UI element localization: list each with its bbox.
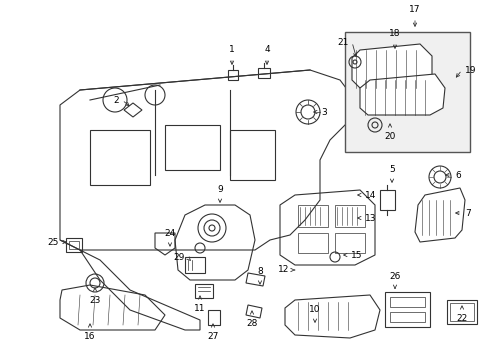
- Text: 13: 13: [364, 213, 376, 222]
- Bar: [164, 125, 220, 170]
- Text: 4: 4: [264, 45, 269, 54]
- Bar: [66, 238, 82, 252]
- Bar: [258, 68, 269, 78]
- Bar: [90, 130, 150, 185]
- Text: 27: 27: [207, 332, 218, 341]
- Text: 29: 29: [173, 253, 184, 262]
- Text: 21: 21: [337, 37, 348, 46]
- Text: 3: 3: [320, 108, 326, 117]
- Bar: [297, 233, 327, 253]
- Text: 1: 1: [229, 45, 234, 54]
- Bar: [195, 284, 213, 298]
- Text: 18: 18: [388, 29, 400, 38]
- Text: 19: 19: [464, 66, 475, 75]
- Text: 20: 20: [384, 132, 395, 141]
- Text: 12: 12: [277, 266, 288, 274]
- Polygon shape: [351, 44, 431, 88]
- Bar: [384, 292, 429, 327]
- Bar: [227, 70, 238, 80]
- Bar: [389, 297, 424, 307]
- Bar: [446, 300, 476, 324]
- Polygon shape: [359, 74, 444, 115]
- Text: 23: 23: [89, 296, 101, 305]
- Text: 6: 6: [454, 171, 460, 180]
- Text: 28: 28: [246, 319, 257, 328]
- Text: 17: 17: [408, 5, 420, 14]
- Text: 7: 7: [464, 208, 470, 217]
- Text: 14: 14: [364, 190, 376, 199]
- Bar: [184, 257, 204, 273]
- Text: 5: 5: [388, 165, 394, 174]
- Text: 25: 25: [47, 238, 59, 247]
- Text: 22: 22: [455, 314, 467, 323]
- Bar: [69, 241, 79, 249]
- Bar: [389, 312, 424, 322]
- Text: 9: 9: [217, 185, 223, 194]
- Bar: [229, 130, 274, 180]
- Text: 10: 10: [308, 305, 320, 314]
- Text: 24: 24: [164, 229, 175, 238]
- Text: 15: 15: [350, 251, 362, 260]
- Text: 11: 11: [194, 304, 205, 313]
- Bar: [334, 205, 364, 227]
- Bar: [207, 310, 220, 325]
- Text: 8: 8: [257, 267, 263, 276]
- Bar: [297, 205, 327, 227]
- Text: 16: 16: [84, 332, 96, 341]
- Bar: [334, 233, 364, 253]
- Bar: [345, 32, 469, 152]
- Text: 2: 2: [113, 95, 119, 104]
- Text: 26: 26: [388, 272, 400, 281]
- Bar: [449, 303, 473, 321]
